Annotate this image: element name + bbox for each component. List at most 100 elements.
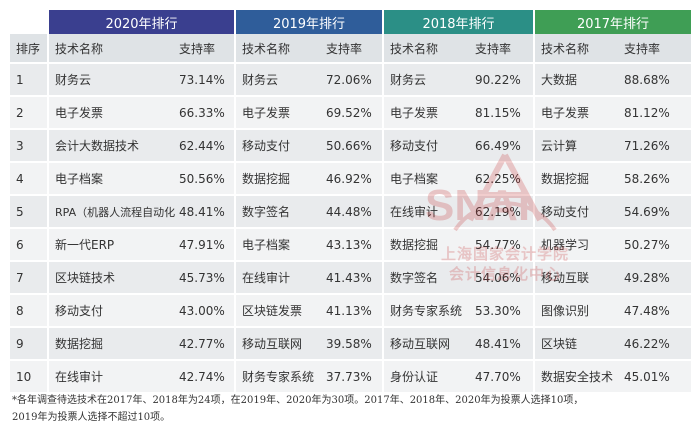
rank-cell: 6 — [10, 227, 47, 260]
rate-2017-cell: 47.48% — [620, 293, 691, 326]
tech-2018-cell: 移动支付 — [382, 128, 471, 161]
rate-2018-cell: 66.49% — [471, 128, 533, 161]
column-header-row: 排序 技术名称 支持率 技术名称 支持率 技术名称 支持率 技术名称 支持率 — [10, 34, 691, 62]
rank-cell: 8 — [10, 293, 47, 326]
rank-cell: 10 — [10, 359, 47, 392]
tech-2019-cell: 区块链发票 — [234, 293, 322, 326]
tech-2019-cell: 移动互联网 — [234, 326, 322, 359]
tech-2017-cell: 数据安全技术 — [533, 359, 620, 392]
rate-2017-cell: 46.22% — [620, 326, 691, 359]
tech-2018-cell: 财务专家系统 — [382, 293, 471, 326]
tech-2020-cell: 区块链技术 — [47, 260, 175, 293]
tech-2020-cell: 财务云 — [47, 62, 175, 95]
tech-2018-cell: 身份认证 — [382, 359, 471, 392]
header-corner — [10, 10, 47, 34]
tech-2018-cell: 在线审计 — [382, 194, 471, 227]
ranking-table: 2020年排行 2019年排行 2018年排行 2017年排行 排序 技术名称 … — [10, 10, 691, 392]
header-2018: 2018年排行 — [382, 10, 533, 34]
rate-2018-cell: 90.22% — [471, 62, 533, 95]
col-tech-2017: 技术名称 — [533, 34, 620, 62]
footnote-line2: 2019年为投票人选择不超过10项。 — [12, 412, 171, 423]
year-header-row: 2020年排行 2019年排行 2018年排行 2017年排行 — [10, 10, 691, 34]
rate-2017-cell: 50.27% — [620, 227, 691, 260]
rate-2020-cell: 42.77% — [175, 326, 234, 359]
table-row: 6 新一代ERP 47.91% 电子档案 43.13% 数据挖掘 54.77% … — [10, 227, 691, 260]
rate-2017-cell: 58.26% — [620, 161, 691, 194]
rate-2018-cell: 48.41% — [471, 326, 533, 359]
rate-2018-cell: 81.15% — [471, 95, 533, 128]
tech-2020-cell: 会计大数据技术 — [47, 128, 175, 161]
tech-2019-cell: 财务专家系统 — [234, 359, 322, 392]
tech-2017-cell: 图像识别 — [533, 293, 620, 326]
rate-2019-cell: 50.66% — [322, 128, 382, 161]
rate-2020-cell: 42.74% — [175, 359, 234, 392]
header-2020: 2020年排行 — [47, 10, 234, 34]
rate-2019-cell: 46.92% — [322, 161, 382, 194]
tech-2017-cell: 移动支付 — [533, 194, 620, 227]
tech-2020-cell: RPA（机器人流程自动化） — [47, 194, 175, 227]
table-row: 5 RPA（机器人流程自动化） 48.41% 数字签名 44.48% 在线审计 … — [10, 194, 691, 227]
rate-2018-cell: 47.70% — [471, 359, 533, 392]
rate-2020-cell: 73.14% — [175, 62, 234, 95]
rate-2020-cell: 66.33% — [175, 95, 234, 128]
rate-2018-cell: 62.25% — [471, 161, 533, 194]
rate-2019-cell: 41.13% — [322, 293, 382, 326]
tech-2018-cell: 移动互联网 — [382, 326, 471, 359]
footnote-line1: *各年调查待选技术在2017年、2018年为24项，在2019年、2020年为3… — [12, 395, 584, 406]
tech-2020-cell: 新一代ERP — [47, 227, 175, 260]
rate-2019-cell: 37.73% — [322, 359, 382, 392]
rank-cell: 7 — [10, 260, 47, 293]
rank-cell: 9 — [10, 326, 47, 359]
tech-2019-cell: 移动支付 — [234, 128, 322, 161]
tech-2017-cell: 区块链 — [533, 326, 620, 359]
rate-2020-cell: 47.91% — [175, 227, 234, 260]
rate-2017-cell: 49.28% — [620, 260, 691, 293]
tech-2019-cell: 数字签名 — [234, 194, 322, 227]
rate-2019-cell: 72.06% — [322, 62, 382, 95]
tech-2020-cell: 电子发票 — [47, 95, 175, 128]
header-2019: 2019年排行 — [234, 10, 382, 34]
tech-2020-cell: 移动支付 — [47, 293, 175, 326]
tech-2018-cell: 数字签名 — [382, 260, 471, 293]
tech-2020-cell: 在线审计 — [47, 359, 175, 392]
col-rank: 排序 — [10, 34, 47, 62]
tech-2019-cell: 电子发票 — [234, 95, 322, 128]
rate-2019-cell: 69.52% — [322, 95, 382, 128]
col-tech-2019: 技术名称 — [234, 34, 322, 62]
rank-cell: 1 — [10, 62, 47, 95]
rate-2018-cell: 54.06% — [471, 260, 533, 293]
tech-2019-cell: 财务云 — [234, 62, 322, 95]
rate-2018-cell: 54.77% — [471, 227, 533, 260]
rate-2017-cell: 81.12% — [620, 95, 691, 128]
tech-2019-cell: 电子档案 — [234, 227, 322, 260]
tech-2017-cell: 大数据 — [533, 62, 620, 95]
rank-cell: 5 — [10, 194, 47, 227]
table-row: 4 电子档案 50.56% 数据挖掘 46.92% 电子档案 62.25% 数据… — [10, 161, 691, 194]
tech-2018-cell: 电子发票 — [382, 95, 471, 128]
rate-2019-cell: 44.48% — [322, 194, 382, 227]
tech-2019-cell: 在线审计 — [234, 260, 322, 293]
rate-2019-cell: 39.58% — [322, 326, 382, 359]
header-2017: 2017年排行 — [533, 10, 691, 34]
tech-2018-cell: 财务云 — [382, 62, 471, 95]
table-row: 8 移动支付 43.00% 区块链发票 41.13% 财务专家系统 53.30%… — [10, 293, 691, 326]
tech-2020-cell: 数据挖掘 — [47, 326, 175, 359]
tech-2017-cell: 电子发票 — [533, 95, 620, 128]
col-tech-2020: 技术名称 — [47, 34, 175, 62]
table-row: 3 会计大数据技术 62.44% 移动支付 50.66% 移动支付 66.49%… — [10, 128, 691, 161]
tech-2018-cell: 电子档案 — [382, 161, 471, 194]
rate-2020-cell: 45.73% — [175, 260, 234, 293]
rate-2019-cell: 41.43% — [322, 260, 382, 293]
rate-2020-cell: 50.56% — [175, 161, 234, 194]
tech-2018-cell: 数据挖掘 — [382, 227, 471, 260]
col-rate-2018: 支持率 — [471, 34, 533, 62]
rate-2017-cell: 54.69% — [620, 194, 691, 227]
col-rate-2020: 支持率 — [175, 34, 234, 62]
rate-2018-cell: 62.19% — [471, 194, 533, 227]
rate-2017-cell: 71.26% — [620, 128, 691, 161]
rate-2020-cell: 48.41% — [175, 194, 234, 227]
rate-2017-cell: 45.01% — [620, 359, 691, 392]
rank-cell: 4 — [10, 161, 47, 194]
rank-cell: 3 — [10, 128, 47, 161]
